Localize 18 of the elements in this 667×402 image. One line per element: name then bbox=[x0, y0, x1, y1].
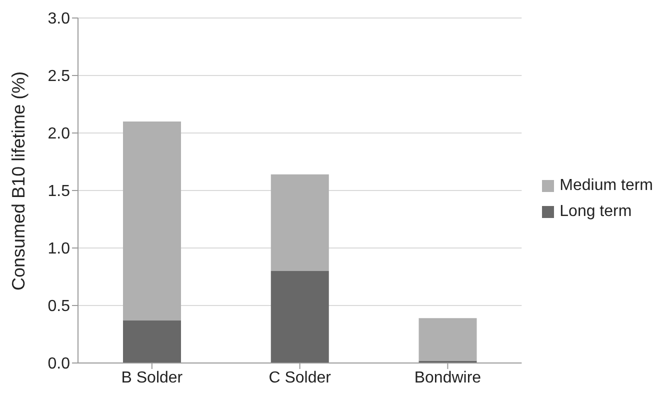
y-tick-label: 1.0 bbox=[48, 240, 70, 258]
legend-label: Long term bbox=[560, 203, 632, 221]
y-axis-title: Consumed B10 lifetime (%) bbox=[8, 71, 28, 290]
x-tick-label: Bondwire bbox=[414, 369, 482, 386]
y-tick-label: 2.0 bbox=[48, 126, 70, 143]
y-tick-label: 3.0 bbox=[48, 10, 70, 28]
bar bbox=[123, 122, 181, 320]
y-tick-label: 0.5 bbox=[48, 298, 70, 316]
x-tick-label: C Solder bbox=[268, 369, 332, 386]
y-tick-label: 2.5 bbox=[48, 68, 70, 86]
bar bbox=[270, 174, 329, 271]
bar bbox=[270, 271, 329, 363]
x-tick-label: B Solder bbox=[121, 369, 184, 386]
y-tick-label: 0.0 bbox=[48, 356, 70, 373]
legend-label: Medium term bbox=[560, 177, 653, 195]
y-tick-label: 1.5 bbox=[48, 183, 70, 200]
bar bbox=[418, 318, 477, 361]
bar bbox=[123, 320, 181, 363]
